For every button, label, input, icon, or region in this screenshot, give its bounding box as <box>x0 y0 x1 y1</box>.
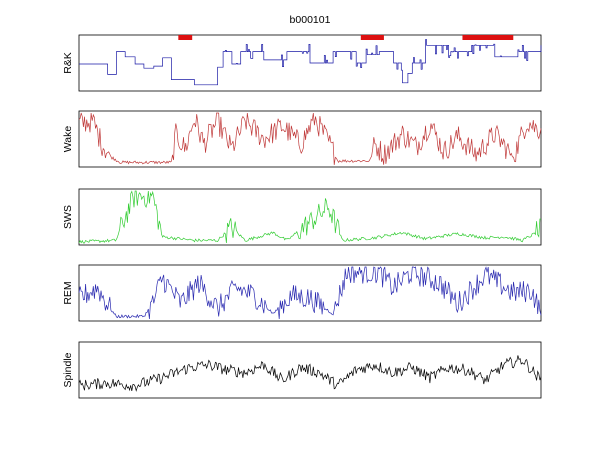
marker-bar <box>178 35 193 40</box>
series-line-rem <box>78 266 542 320</box>
panel-frame <box>78 341 542 399</box>
series-line-rk <box>79 39 542 86</box>
panel-frame <box>78 110 542 168</box>
panel-frame <box>78 264 542 322</box>
ylabel-spindle: Spindle <box>62 352 74 387</box>
ylabel-wake: Wake <box>62 126 74 153</box>
panels: R&K Wake SWS REM Spindle <box>62 34 542 399</box>
panel-rem: REM <box>62 264 542 322</box>
ylabel-rk: R&K <box>62 52 74 74</box>
panel-wake: Wake <box>62 110 542 168</box>
ylabel-sws: SWS <box>62 205 74 229</box>
panel-sws: SWS <box>62 188 542 246</box>
series-line-spindle <box>78 355 542 392</box>
ylabel-rem: REM <box>62 281 74 304</box>
panel-rk: R&K <box>62 34 542 92</box>
series-line-wake <box>78 112 542 165</box>
panel-spindle: Spindle <box>62 341 542 399</box>
series-line-sws <box>78 190 541 244</box>
chart-title: b000101 <box>290 14 331 26</box>
marker-bar <box>462 35 514 40</box>
marker-bar <box>360 35 384 40</box>
